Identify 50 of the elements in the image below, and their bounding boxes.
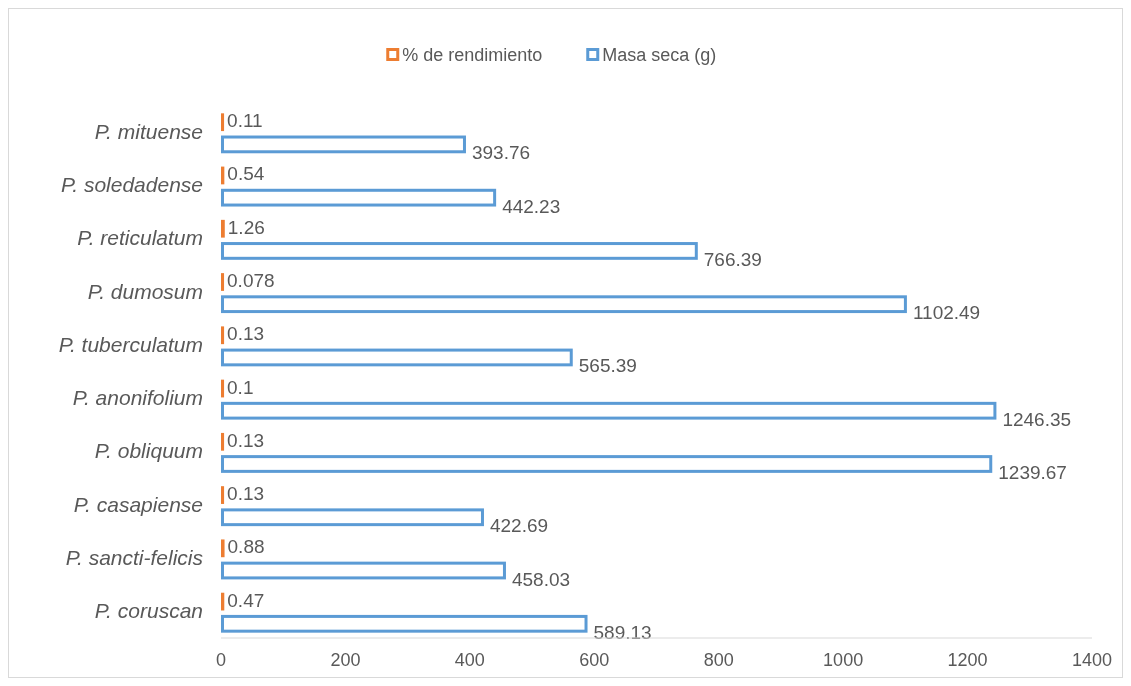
data-label: 1246.35 xyxy=(1002,408,1072,430)
bar xyxy=(221,295,907,314)
x-tick-label: 800 xyxy=(703,650,734,670)
bar xyxy=(221,242,698,260)
data-label: 0.11 xyxy=(227,110,263,132)
data-label: 0.54 xyxy=(227,163,265,185)
data-label: 0.47 xyxy=(227,589,265,611)
bar xyxy=(221,614,588,633)
data-label: 1102.49 xyxy=(912,302,981,324)
data-label: 422.69 xyxy=(489,515,549,537)
y-tick-label: P. reticulatum xyxy=(77,226,203,250)
data-label: 1.26 xyxy=(227,216,265,238)
y-tick-label: P. soledadense xyxy=(60,173,203,197)
y-tick-label: P. casapiense xyxy=(73,492,203,516)
legend-label: Masa seca (g) xyxy=(602,44,717,65)
x-tick-label: 400 xyxy=(454,650,485,670)
bar xyxy=(221,135,466,154)
bar xyxy=(221,455,993,473)
x-tick-label: 1000 xyxy=(823,650,864,670)
data-label: 0.078 xyxy=(227,270,275,292)
bar xyxy=(221,508,484,527)
data-label: 766.39 xyxy=(703,248,762,270)
x-tick-label: 200 xyxy=(330,650,361,670)
bar xyxy=(221,348,573,367)
y-tick-label: P. coruscan xyxy=(94,599,203,623)
data-label: 0.13 xyxy=(227,323,265,345)
bar xyxy=(221,561,506,580)
data-label: 393.76 xyxy=(471,142,531,164)
y-tick-label: P. mituense xyxy=(94,119,203,143)
x-tick-label: 1200 xyxy=(947,650,988,670)
data-label: 565.39 xyxy=(578,355,637,377)
x-tick-label: 600 xyxy=(579,650,610,670)
y-tick-label: P. sancti-felicis xyxy=(65,545,204,569)
data-label: 0.13 xyxy=(227,483,265,505)
data-label: 1239.67 xyxy=(998,462,1067,484)
data-label: 589.13 xyxy=(593,621,652,643)
data-label: 0.88 xyxy=(227,536,265,558)
legend-label: % de rendimiento xyxy=(402,44,543,65)
x-tick-label: 0 xyxy=(215,650,227,670)
bar xyxy=(221,401,997,420)
data-label: 0.1 xyxy=(227,376,254,398)
data-label: 458.03 xyxy=(511,568,571,590)
y-tick-label: P. anonifolium xyxy=(72,386,203,410)
bar xyxy=(221,188,497,207)
x-tick-label: 1400 xyxy=(1071,650,1113,670)
y-tick-label: P. obliquum xyxy=(94,439,203,463)
y-tick-label: P. tuberculatum xyxy=(58,332,203,356)
data-label: 442.23 xyxy=(502,195,561,217)
data-label: 0.13 xyxy=(227,429,265,451)
y-tick-label: P. dumosum xyxy=(87,279,203,303)
